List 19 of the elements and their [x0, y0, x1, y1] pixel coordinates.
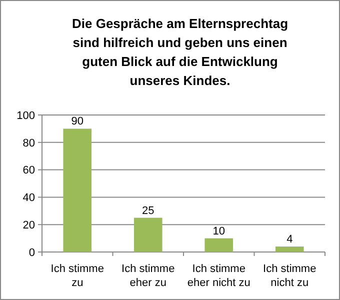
chart-title: Die Gespräche am Elternsprechtag sind hilfreich und geben uns einen guten Blick auf die Entwicklung unseres Kindes.	[72, 16, 288, 88]
x-tick-label: Ich stimme eher zu	[122, 263, 175, 289]
y-tick-label: 80	[22, 137, 35, 150]
y-tick-label: 0	[28, 246, 35, 259]
bar	[204, 238, 234, 252]
bar	[275, 246, 304, 252]
x-tick-label: Ich stimme eher nicht zu	[187, 263, 250, 289]
y-tick-label: 40	[22, 192, 35, 204]
x-tick-label: Ich stimme zu	[50, 263, 104, 289]
data-label: 10	[212, 225, 225, 238]
data-label: 90	[71, 116, 84, 128]
y-tick-label: 60	[22, 164, 35, 177]
bar	[63, 128, 92, 252]
data-label: 25	[142, 204, 154, 217]
x-tick-label: Ich stimme nicht zu	[263, 263, 316, 289]
bar	[134, 218, 162, 252]
y-tick-label: 20	[22, 219, 35, 232]
data-label: 4	[286, 234, 293, 246]
y-tick-label: 100	[16, 110, 35, 122]
